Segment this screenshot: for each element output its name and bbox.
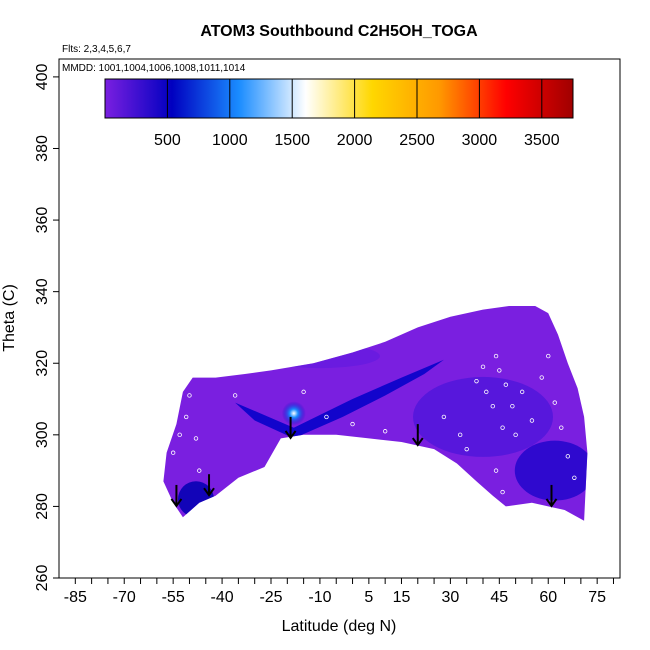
sample-point [500, 489, 505, 495]
y-tick-label: 300 [34, 421, 51, 448]
colorbar-tick-label: 2000 [337, 132, 373, 149]
sample-point [572, 475, 577, 480]
descent-arrow [284, 416, 297, 440]
sample-point [480, 364, 486, 370]
sample-point [177, 432, 182, 438]
descent-arrow [411, 424, 424, 447]
plot-frame [58, 58, 621, 579]
x-tick-label: -25 [259, 589, 282, 606]
sample-point [184, 414, 189, 420]
colorbar: 500 1000 1500 2000 2500 3000 3500 [104, 78, 574, 149]
sample-point [559, 425, 564, 430]
x-tick-label: 45 [490, 589, 508, 606]
x-axis-label: Latitude (deg N) [282, 618, 397, 635]
x-tick-label: -10 [308, 589, 331, 606]
sample-point [197, 468, 202, 473]
x-tick-label: 15 [393, 589, 411, 606]
colorbar-tick-label: 1500 [274, 132, 310, 149]
x-tick-label: 60 [539, 589, 557, 606]
y-tick-label: 280 [34, 493, 51, 520]
sample-point [493, 468, 499, 473]
colorbar-tick-label: 1000 [212, 132, 248, 149]
sample-point [232, 393, 238, 398]
sample-point [565, 454, 571, 459]
colorbar-tick-label: 500 [154, 132, 181, 149]
concentration-patch [514, 440, 588, 501]
colorbar-tick-label: 3500 [524, 132, 560, 149]
chart-title: ATOM3 Southbound C2H5OH_TOGA [200, 23, 478, 40]
x-axis: -85 -70 -55 -40 -25 -10 5 15 30 45 60 75 [64, 578, 614, 606]
sample-point [441, 414, 447, 420]
sample-point [350, 421, 355, 427]
sample-point [546, 353, 551, 359]
sample-point [490, 403, 495, 409]
sample-point [484, 389, 489, 395]
x-tick-label: 30 [441, 589, 459, 606]
sample-point [170, 450, 176, 455]
sample-point [324, 414, 329, 420]
y-tick-label: 320 [34, 350, 51, 377]
sample-point [510, 403, 515, 409]
sample-point [529, 300, 535, 305]
colorbar-gradient [104, 78, 574, 119]
descent-arrow [203, 474, 215, 497]
sample-point [500, 425, 505, 430]
concentration-patch [259, 344, 380, 369]
x-tick-label: 75 [588, 589, 606, 606]
y-tick-label: 260 [34, 565, 51, 592]
sample-point [457, 432, 463, 438]
sample-point [497, 368, 502, 373]
sample-point [382, 429, 388, 434]
sample-point [193, 436, 199, 441]
flights-label: Flts: 2,3,4,5,6,7 [62, 44, 131, 55]
sample-point [464, 446, 469, 452]
x-tick-label: -85 [64, 589, 87, 606]
x-tick-label: -40 [211, 589, 234, 606]
y-tick-label: 400 [34, 63, 51, 90]
colorbar-tick-label: 3000 [462, 132, 498, 149]
y-tick-label: 380 [34, 135, 51, 162]
x-tick-label: -70 [113, 589, 136, 606]
data-region [163, 306, 588, 521]
plume-peak [281, 401, 306, 426]
concentration-patch [413, 376, 554, 457]
sample-point [474, 378, 479, 384]
y-axis: 260 280 300 320 340 360 380 400 [34, 63, 59, 591]
plot-area [163, 300, 588, 521]
colorbar-tick-label: 2500 [399, 132, 435, 149]
sample-point [503, 382, 509, 387]
descent-arrow [170, 484, 183, 508]
sample-point [301, 389, 306, 395]
sample-point [552, 400, 557, 405]
sample-point [493, 353, 499, 359]
y-axis-label: Theta (C) [1, 284, 18, 352]
sample-point [578, 389, 584, 395]
x-tick-label: 5 [364, 589, 373, 606]
sample-point [519, 389, 525, 395]
y-tick-label: 340 [34, 278, 51, 305]
sample-point [529, 418, 535, 423]
sample-point [187, 393, 192, 398]
x-tick-label: -55 [162, 589, 185, 606]
sample-point [539, 375, 544, 380]
y-tick-label: 360 [34, 207, 51, 234]
sample-point [513, 432, 518, 438]
descent-arrow [545, 484, 558, 508]
dates-label: MMDD: 1001,1004,1006,1008,1011,1014 [62, 63, 246, 74]
